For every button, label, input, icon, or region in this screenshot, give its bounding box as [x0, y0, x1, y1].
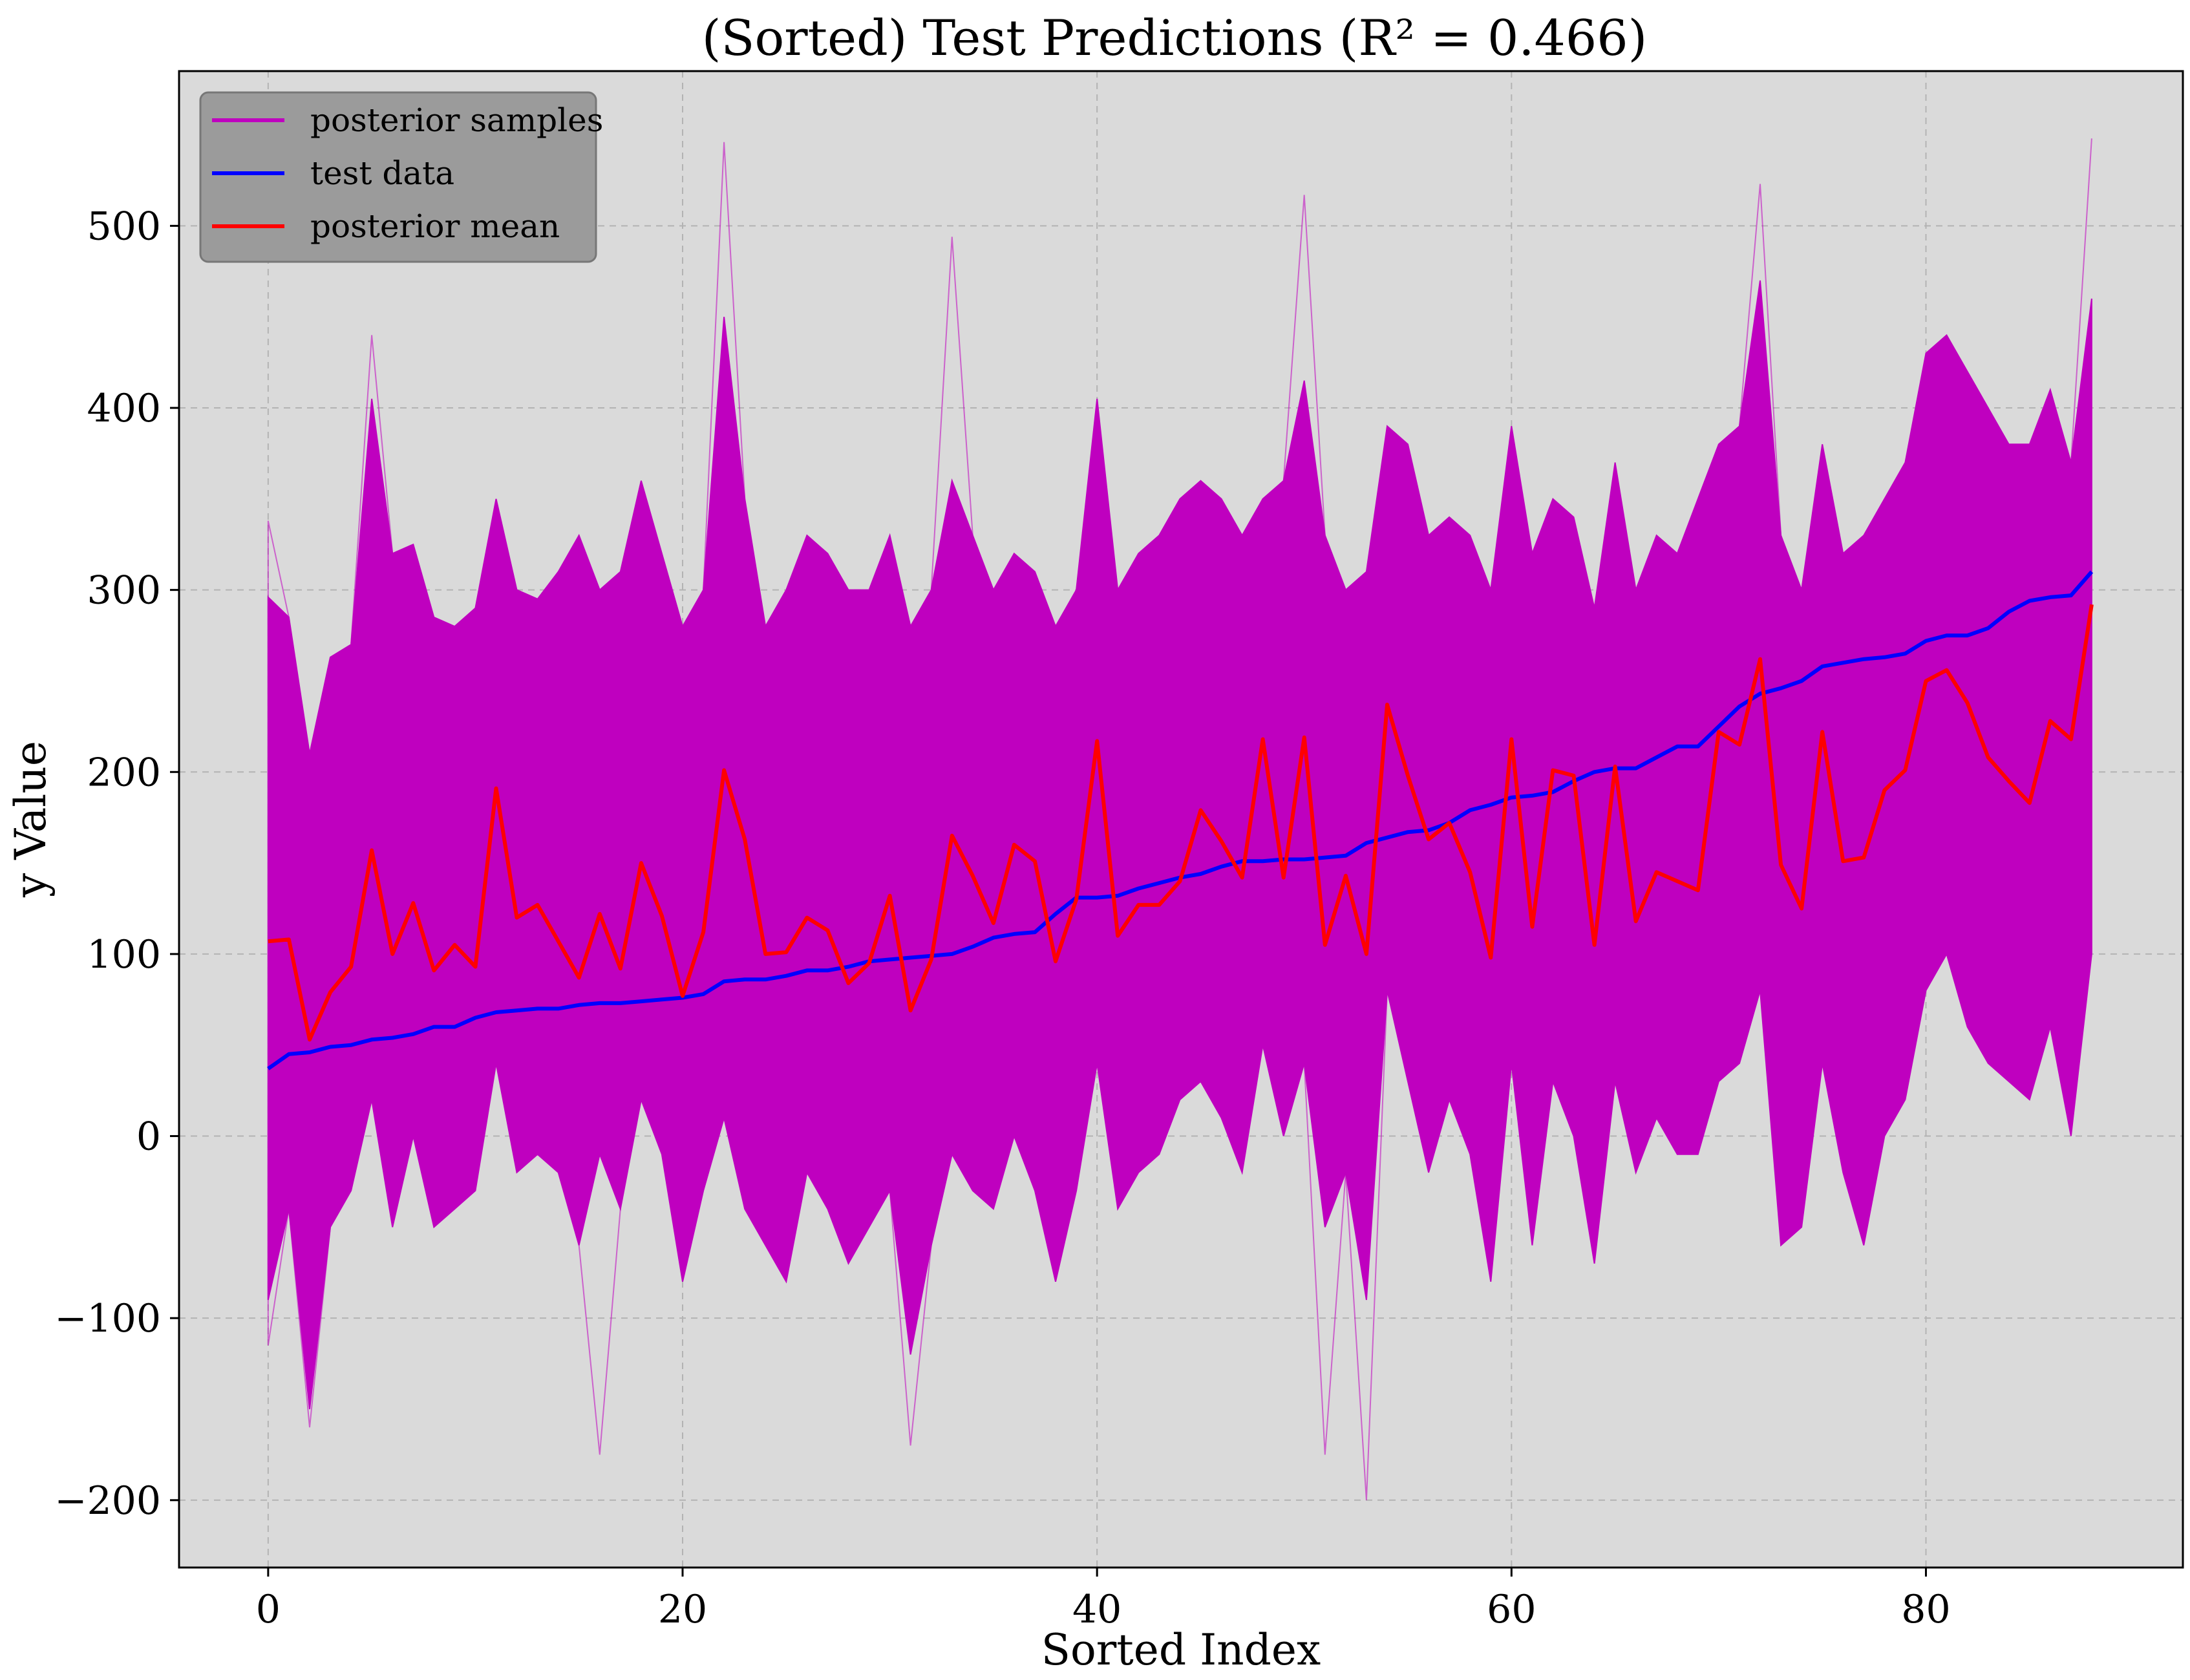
series-lines — [267, 570, 2094, 1070]
y-tick-label: 300 — [87, 568, 161, 613]
posterior-samples-band — [267, 138, 2092, 1500]
x-tick-label: 0 — [256, 1587, 281, 1632]
x-axis-label: Sorted Index — [1041, 1625, 1321, 1675]
legend-box — [199, 91, 597, 263]
y-tick-label: −100 — [54, 1296, 161, 1341]
x-tick-label: 20 — [658, 1587, 707, 1632]
posterior-sample-spike — [1345, 990, 1388, 1500]
legend: posterior samples test data posterior me… — [199, 91, 603, 263]
x-tick-label: 80 — [1901, 1587, 1950, 1632]
legend-label-posterior-mean: posterior mean — [310, 207, 560, 245]
y-tick-label: −200 — [54, 1478, 161, 1524]
y-tick-label: 200 — [87, 750, 161, 795]
posterior-sample-spike — [889, 1190, 932, 1446]
legend-label-posterior-samples: posterior samples — [310, 101, 603, 139]
legend-label-test-data: test data — [310, 154, 454, 192]
posterior-sample-spike — [578, 1209, 621, 1455]
y-tick-label: 0 — [136, 1114, 161, 1160]
y-axis-ticks: −200 −100 0 100 200 300 400 500 — [54, 204, 179, 1524]
y-tick-label: 400 — [87, 386, 161, 431]
posterior-sample-spike — [1303, 1063, 1346, 1455]
posterior-samples-area — [267, 280, 2092, 1410]
posterior-sample-spike — [703, 142, 746, 590]
posterior-sample-spike — [267, 948, 290, 1346]
posterior-sample-spike — [350, 335, 394, 645]
x-axis-ticks: 0 20 40 60 80 — [256, 1568, 1951, 1632]
posterior-mean-line — [268, 604, 2094, 1042]
x-tick-label: 40 — [1072, 1587, 1122, 1632]
plot-frame — [178, 70, 2184, 1569]
posterior-sample-spike — [930, 237, 973, 590]
posterior-sample-spike — [2070, 138, 2092, 463]
x-tick-label: 60 — [1487, 1587, 1536, 1632]
y-axis-label: y Value — [6, 741, 56, 898]
y-tick-label: 500 — [87, 204, 161, 249]
y-tick-label: 100 — [87, 932, 161, 977]
posterior-sample-spike — [1739, 184, 1782, 536]
posterior-sample-spike — [288, 1209, 331, 1428]
chart-title: (Sorted) Test Predictions (R² = 0.466) — [702, 9, 1647, 67]
posterior-sample-spike — [1282, 195, 1326, 536]
posterior-sample-spike — [267, 520, 290, 949]
